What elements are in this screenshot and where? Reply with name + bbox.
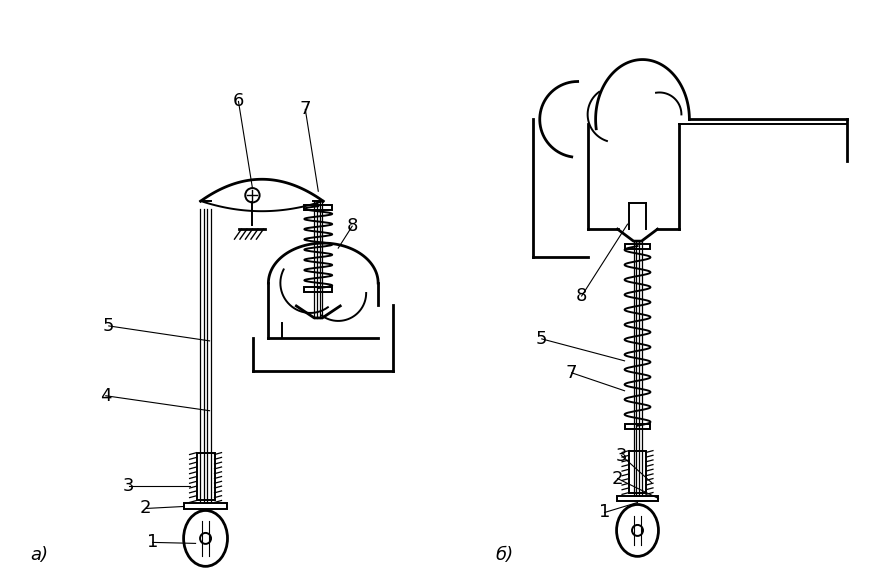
Text: a): a) <box>30 546 48 564</box>
Text: 1: 1 <box>599 504 610 522</box>
Bar <box>625 244 651 249</box>
Text: 4: 4 <box>100 387 111 405</box>
Circle shape <box>245 188 260 202</box>
Text: 6: 6 <box>233 92 244 110</box>
Text: 8: 8 <box>347 217 358 235</box>
Text: 5: 5 <box>103 317 115 335</box>
Text: б): б) <box>496 546 514 564</box>
Text: 3: 3 <box>616 447 627 465</box>
Text: 5: 5 <box>536 330 547 348</box>
Text: 3: 3 <box>123 476 135 494</box>
Text: 7: 7 <box>300 101 311 119</box>
Text: 8: 8 <box>576 287 587 305</box>
Bar <box>196 453 215 500</box>
Text: 7: 7 <box>566 364 577 382</box>
Bar <box>304 205 332 210</box>
Circle shape <box>200 533 211 544</box>
Bar <box>625 424 651 429</box>
Bar <box>304 287 332 292</box>
Text: 2: 2 <box>612 469 623 487</box>
Text: 2: 2 <box>140 500 151 518</box>
Circle shape <box>632 525 643 536</box>
Bar <box>629 451 646 493</box>
Bar <box>183 504 228 510</box>
Bar <box>617 496 659 501</box>
Text: 1: 1 <box>147 533 158 551</box>
